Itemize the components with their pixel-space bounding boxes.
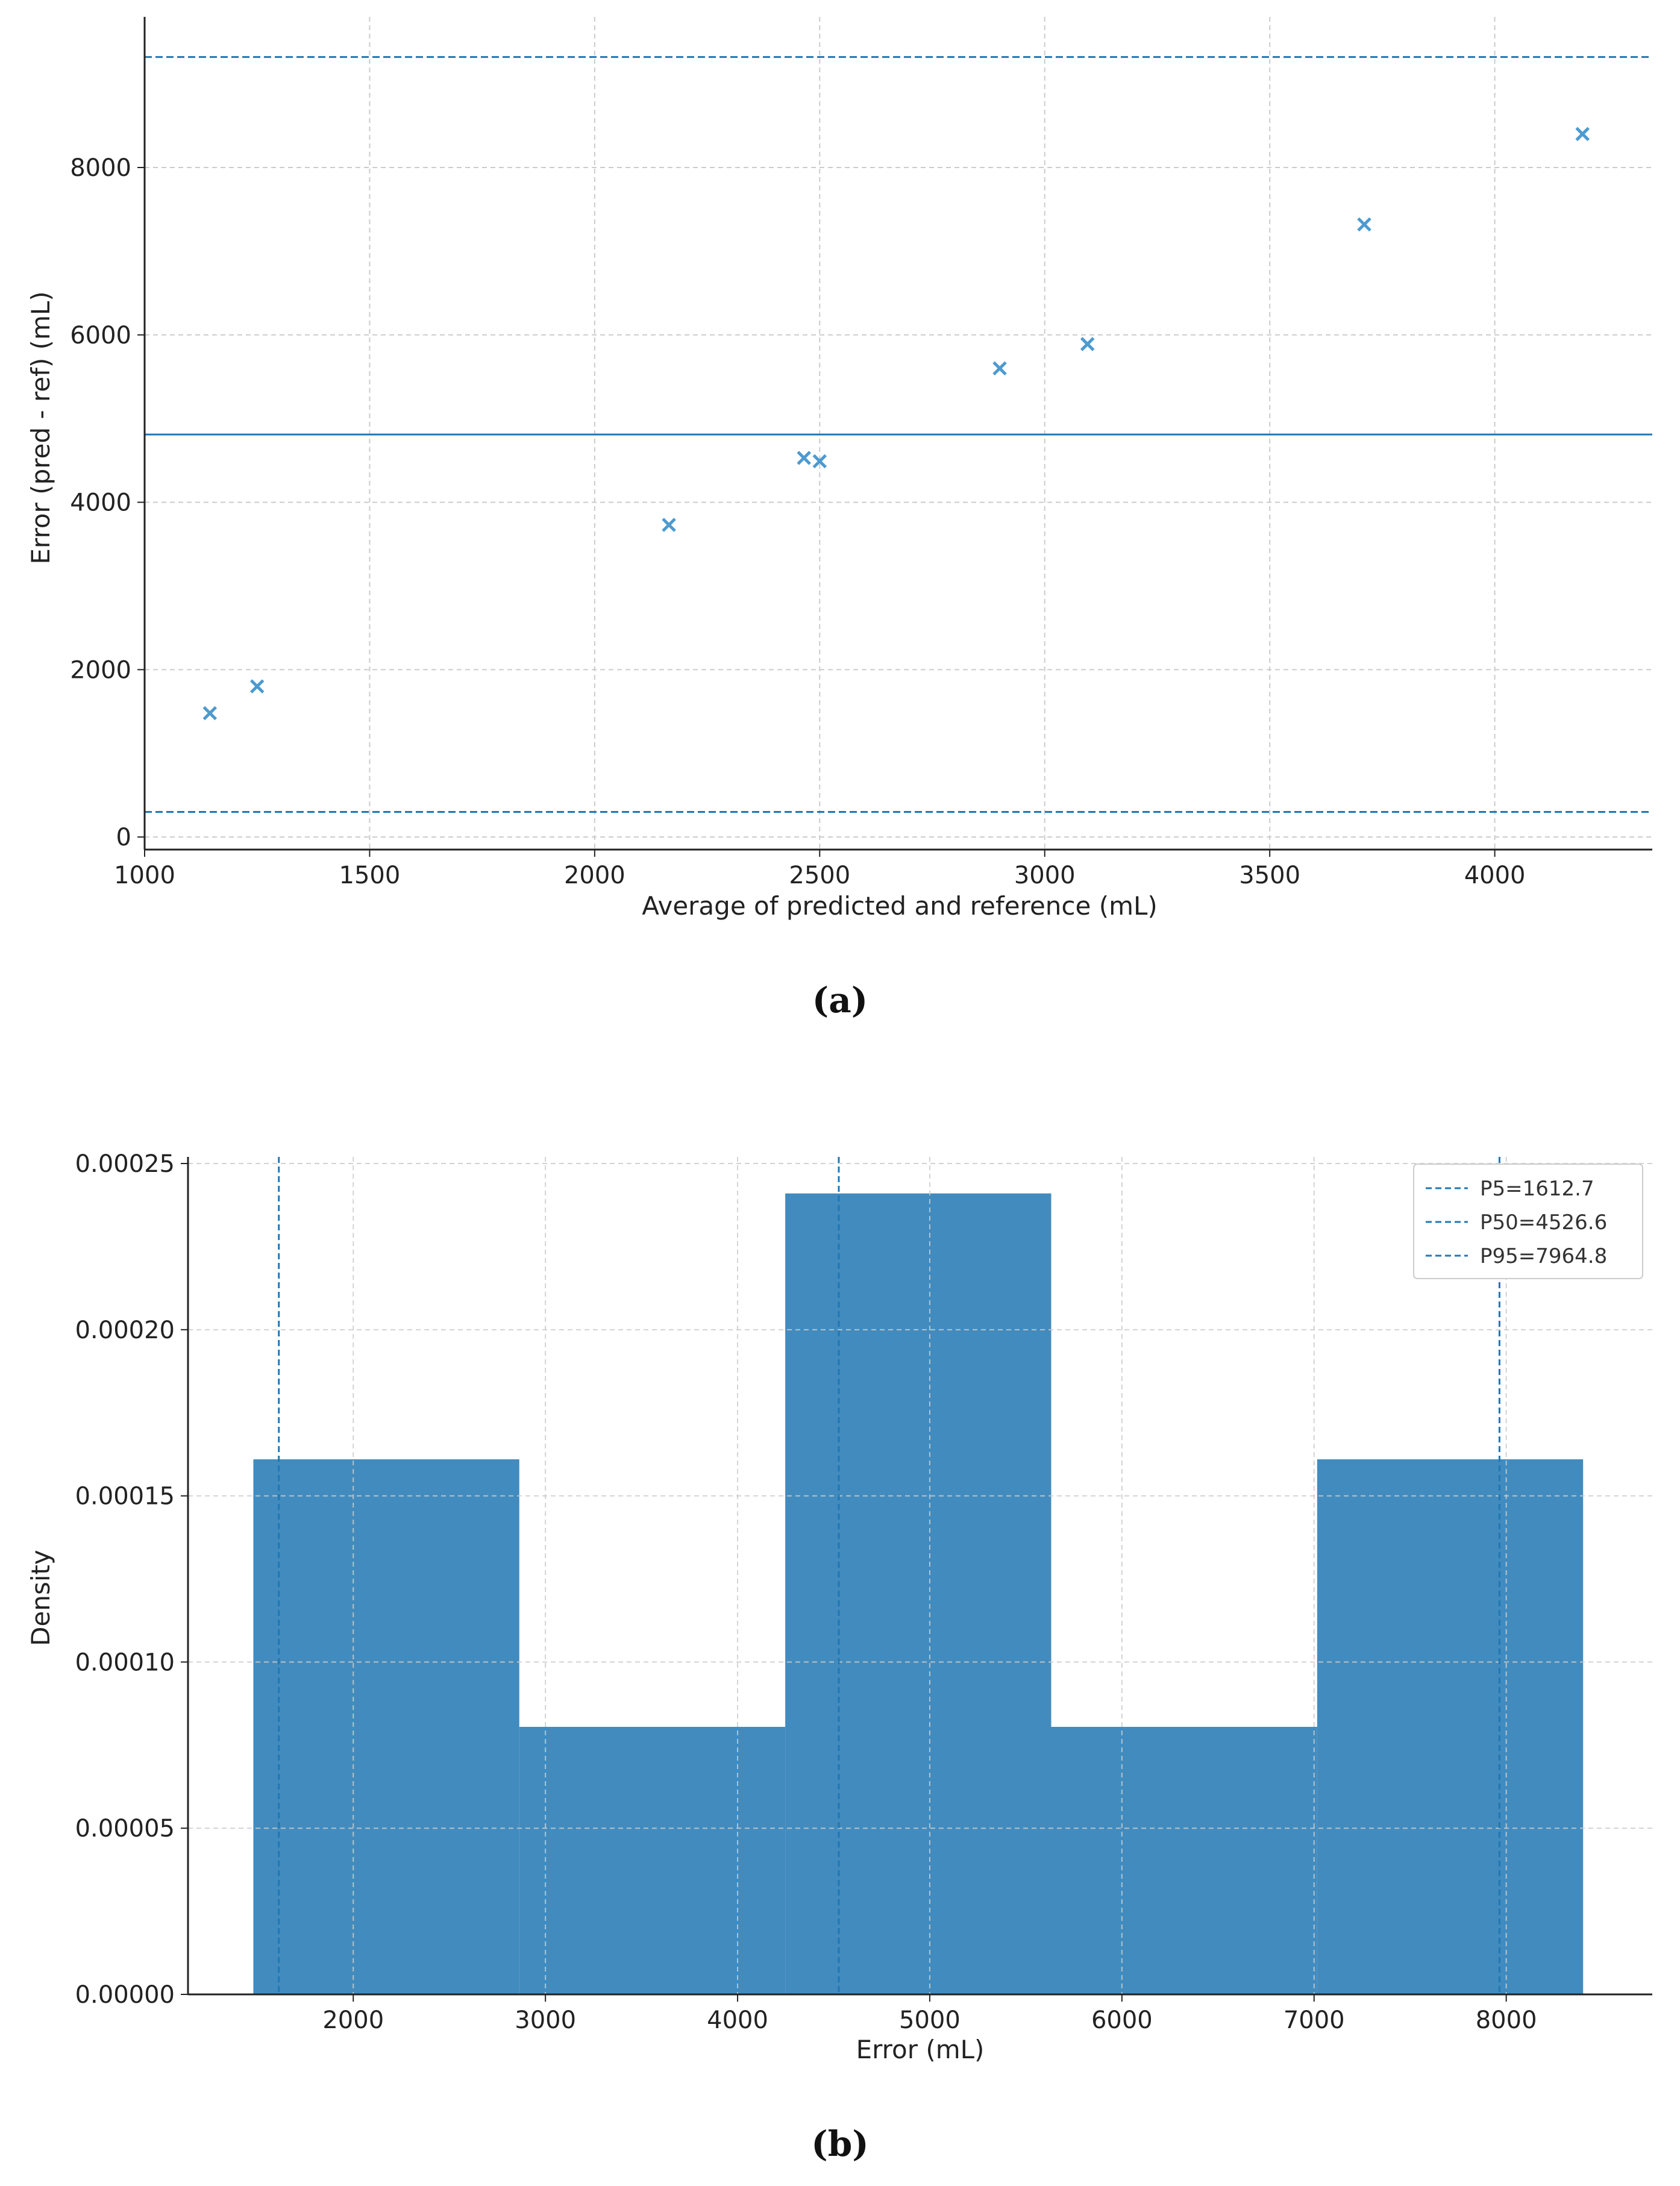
panel-b-bar-0 xyxy=(253,1459,519,1994)
panel-b-xtick-label-1: 3000 xyxy=(515,2006,576,2034)
panel-a-point-2-stroke-2 xyxy=(662,518,676,532)
panel-a-point-0 xyxy=(202,706,218,721)
panel-a-xtick-label-6: 4000 xyxy=(1464,862,1526,889)
panel-a-point-6-stroke-2 xyxy=(1080,337,1095,351)
panel-a-xtick-label-5: 3500 xyxy=(1239,862,1300,889)
panel-b-xtick-label-5: 7000 xyxy=(1284,2006,1345,2034)
panel-a-point-2 xyxy=(662,518,676,532)
panel-a-ytick-label-4: 8000 xyxy=(70,154,131,182)
panel-b-ytick-label-3: 0.00015 xyxy=(75,1483,175,1511)
panel-a-point-1 xyxy=(249,679,265,694)
panel-a-label: (a) xyxy=(812,980,868,1021)
panel-b-ytick-label-1: 0.00005 xyxy=(75,1815,175,1843)
panel-b-legend-label-0: P5=1612.7 xyxy=(1480,1177,1594,1201)
panel-a-ylabel: Error (pred - ref) (mL) xyxy=(26,291,55,564)
panel-b-legend-label-1: P50=4526.6 xyxy=(1480,1210,1607,1235)
panel-b-ytick-label-5: 0.00025 xyxy=(75,1150,175,1178)
panel-a-point-4 xyxy=(812,454,827,469)
panel-b-bar-3 xyxy=(1051,1726,1317,1994)
panel-b-xtick-label-2: 4000 xyxy=(707,2006,768,2034)
panel-b-xtick-label-4: 6000 xyxy=(1091,2006,1153,2034)
panel-a-xtick-label-3: 2500 xyxy=(789,862,850,889)
panel-a-scatter: 1000 1500 2000 2500 3000 3500 4000 0 2000 4000 600… xyxy=(70,17,1652,889)
panel-b-ytick-label-0: 0.00000 xyxy=(75,1981,175,2009)
panel-b-bar-2 xyxy=(785,1193,1052,1994)
panel-a-point-4-stroke-2 xyxy=(812,454,827,469)
panel-a-point-5-stroke-2 xyxy=(992,361,1007,376)
panel-b-legend: P5=1612.7 P50=4526.6 P95=7964.8 xyxy=(1413,1163,1643,1279)
panel-b-label: (b) xyxy=(811,2123,868,2164)
panel-b-ytick-label-2: 0.00010 xyxy=(75,1649,175,1676)
panel-a-xtick-label-1: 1500 xyxy=(339,862,401,889)
panel-a-point-7 xyxy=(1357,217,1371,232)
panel-b-xtick-label-3: 5000 xyxy=(899,2006,961,2034)
panel-b-legend-box xyxy=(1413,1163,1643,1279)
panel-b-xtick-label-0: 2000 xyxy=(322,2006,384,2034)
panel-b-xtick-label-6: 8000 xyxy=(1476,2006,1537,2034)
panel-a-ytick-label-1: 2000 xyxy=(70,656,131,684)
panel-b-ylabel: Density xyxy=(26,1550,55,1646)
panel-a-point-3 xyxy=(797,451,811,465)
panel-a-ytick-label-3: 6000 xyxy=(70,322,131,349)
panel-a-xtick-label-4: 3000 xyxy=(1014,862,1076,889)
panel-a-point-8 xyxy=(1575,127,1590,142)
panel-b-histogram: 2000 3000 4000 5000 6000 7000 8000 0.00000 0.000… xyxy=(75,1150,1652,2034)
panel-a-xtick-label-2: 2000 xyxy=(564,862,625,889)
panel-b-bar-4 xyxy=(1317,1459,1584,1994)
panel-a-point-8-stroke-2 xyxy=(1575,127,1590,142)
panel-a-ytick-label-2: 4000 xyxy=(70,489,131,517)
panel-a-xlabel: Average of predicted and reference (mL) xyxy=(642,891,1158,921)
panel-a-xtick-label-0: 1000 xyxy=(114,862,175,889)
panel-b-ytick-label-4: 0.00020 xyxy=(75,1317,175,1344)
panel-a-point-6 xyxy=(1080,337,1095,351)
panel-a-point-3-stroke-2 xyxy=(797,451,811,465)
panel-b-bar-1 xyxy=(519,1726,786,1994)
panel-a-point-0-stroke-2 xyxy=(202,706,218,721)
panel-a-ytick-label-0: 0 xyxy=(116,824,131,851)
panel-a-point-7-stroke-2 xyxy=(1357,217,1371,232)
panel-b-legend-label-2: P95=7964.8 xyxy=(1480,1244,1607,1268)
panel-b-xlabel: Error (mL) xyxy=(856,2035,985,2064)
panel-a-point-5 xyxy=(992,361,1007,376)
panel-a-point-1-stroke-2 xyxy=(249,679,265,694)
